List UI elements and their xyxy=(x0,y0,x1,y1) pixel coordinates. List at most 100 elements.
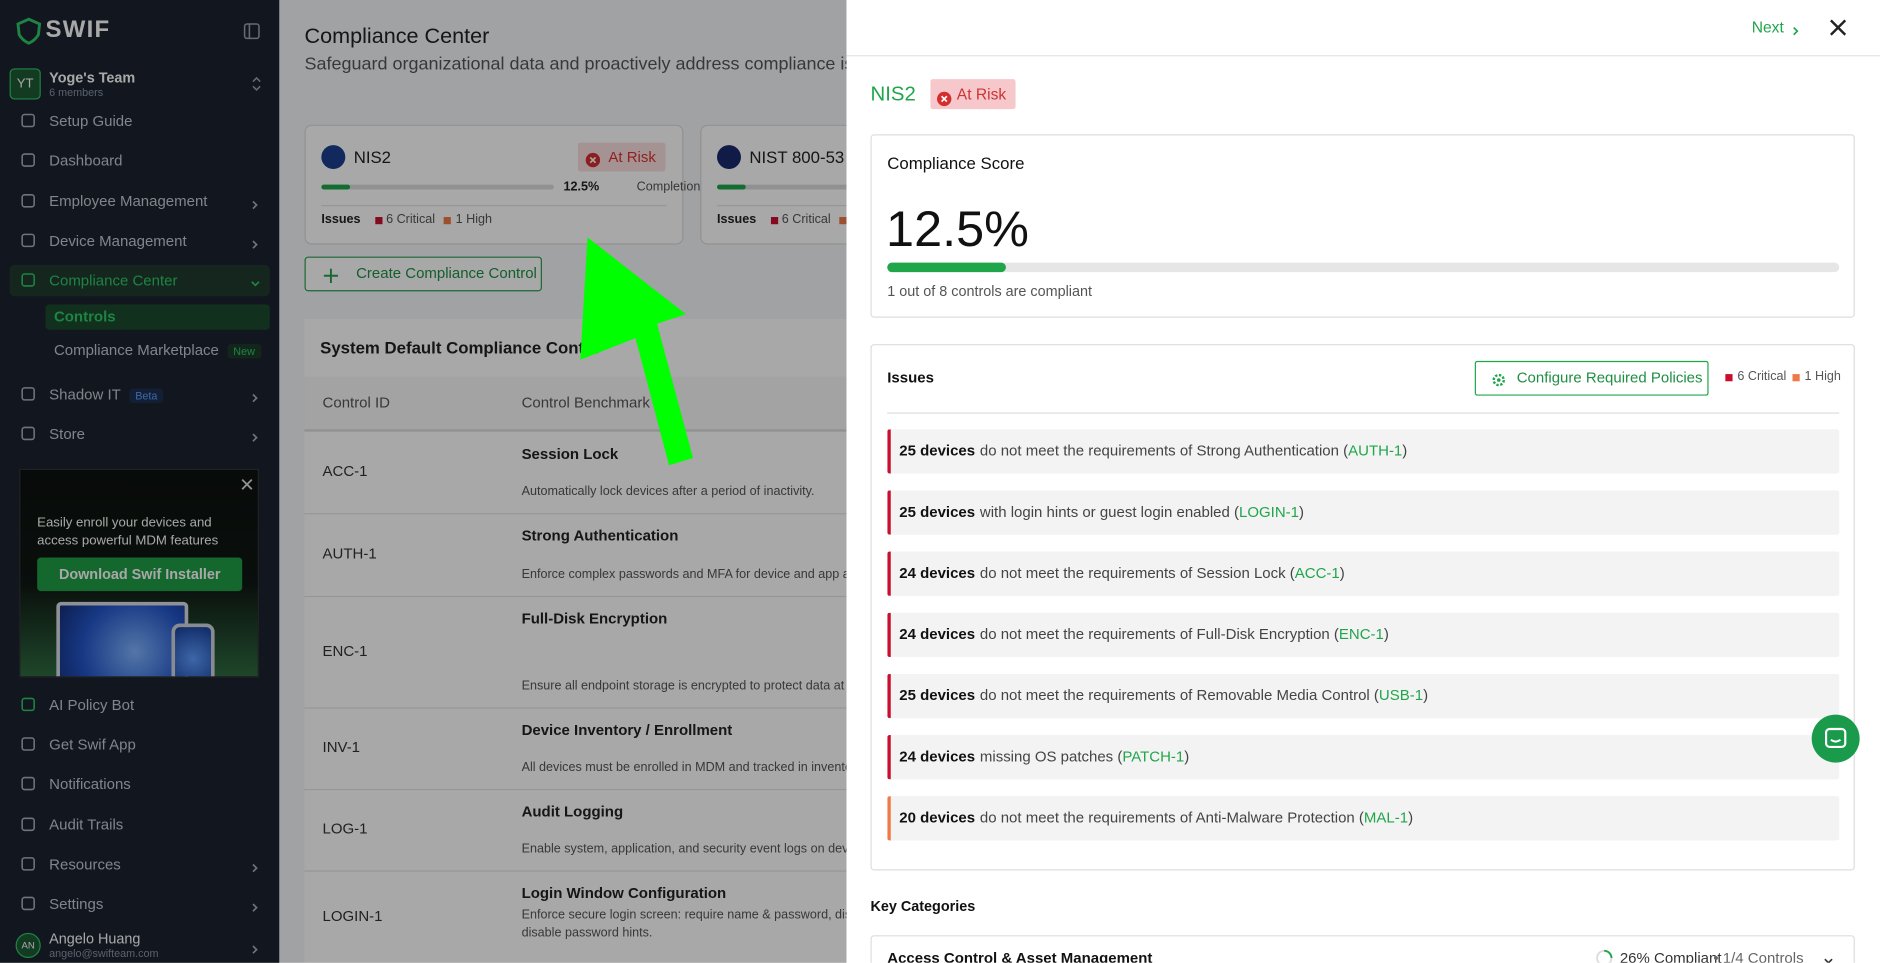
nav-item[interactable]: Compliance Center xyxy=(49,270,177,292)
control-id[interactable]: AUTH-1 xyxy=(322,544,377,562)
issue-code[interactable]: LOGIN-1 xyxy=(1238,503,1299,521)
table-header xyxy=(304,376,847,432)
status-icon-part xyxy=(590,156,597,164)
card-divider xyxy=(717,205,847,207)
issue-text: do not meet the requirements of Full-Dis… xyxy=(979,625,1339,643)
nav-item[interactable]: Settings xyxy=(49,895,104,913)
critical-dot xyxy=(770,217,779,225)
nav-item[interactable]: Controls xyxy=(54,306,116,328)
status-badge: At Risk xyxy=(930,79,1016,110)
categories-title: Key Categories xyxy=(870,898,976,915)
configure-button[interactable]: Configure Required Policies xyxy=(1474,360,1709,396)
nav-badge: Beta xyxy=(129,388,164,403)
chevron-part xyxy=(252,903,258,912)
panel-header-border xyxy=(846,55,1880,57)
next-button[interactable]: Next xyxy=(1751,17,1784,36)
category-row[interactable]: Access Control & Asset Management 26% Com… xyxy=(870,935,1855,963)
control-name[interactable]: Login Window Configuration xyxy=(521,884,727,902)
control-id[interactable]: LOGIN-1 xyxy=(322,907,383,924)
issues-divider xyxy=(887,412,1840,414)
nav-label: Setup Guide xyxy=(49,112,133,130)
issue-code[interactable]: USB-1 xyxy=(1378,687,1424,704)
issue-close: ) xyxy=(1339,564,1345,582)
chevron-part xyxy=(252,863,258,873)
nav-label: Dashboard xyxy=(49,152,123,170)
promo-button[interactable]: Download Swif Installer xyxy=(37,557,243,592)
nav-icon xyxy=(20,272,36,288)
issue-code[interactable]: ENC-1 xyxy=(1338,625,1384,643)
framework-title: NIS2 xyxy=(870,82,916,106)
control-name[interactable]: Audit Logging xyxy=(521,803,624,821)
nav-item[interactable]: Resources xyxy=(49,856,121,873)
score-note: 1 out of 8 controls are compliant xyxy=(887,282,1093,300)
issue-item[interactable]: 20 devices do not meet the requirements o… xyxy=(887,796,1840,841)
pointer-arrow-part xyxy=(580,237,694,466)
issue-count: 25 devices xyxy=(899,442,976,460)
nav-item[interactable]: Get Swif App xyxy=(49,736,136,753)
nav-item[interactable]: Audit Trails xyxy=(49,816,124,834)
promo-card: Easily enroll your devices and access po… xyxy=(19,468,259,678)
close-button[interactable] xyxy=(1830,19,1847,36)
nav-icon-part xyxy=(21,426,35,441)
nav-icon-part xyxy=(21,233,35,248)
chevron-part xyxy=(1793,26,1799,36)
issue-close: ) xyxy=(1408,809,1414,827)
control-id[interactable]: LOG-1 xyxy=(322,820,368,837)
control-id[interactable]: INV-1 xyxy=(322,738,361,756)
nav-item[interactable]: Employee Management xyxy=(49,191,207,213)
controls-table: System Default Compliance Contro Control … xyxy=(304,318,847,963)
nav-icon xyxy=(20,817,36,833)
chevron xyxy=(249,195,261,210)
control-id[interactable]: ENC-1 xyxy=(322,642,368,659)
status-icon-part xyxy=(586,152,601,168)
issue-code[interactable]: PATCH-1 xyxy=(1122,748,1185,765)
issue-item[interactable]: 24 devices do not meet the requirements o… xyxy=(887,612,1840,658)
nav-item[interactable]: Shadow IT Beta xyxy=(49,384,164,407)
control-name[interactable]: Device Inventory / Enrollment xyxy=(521,721,733,739)
control-name[interactable]: Strong Authentication xyxy=(521,527,679,545)
control-id[interactable]: ACC-1 xyxy=(322,462,368,480)
logo-icon-part xyxy=(16,17,42,45)
framework-logo xyxy=(321,145,346,170)
issue-code[interactable]: AUTH-1 xyxy=(1348,442,1403,460)
score-card: Compliance Score 12.5% 1 out of 8 controls… xyxy=(870,134,1855,318)
logo-icon-part xyxy=(16,17,42,45)
nav-item[interactable]: Notifications xyxy=(49,775,131,793)
control-desc: disable password hints. xyxy=(521,925,653,941)
issue-text: do not meet the requirements of Session … xyxy=(979,564,1295,582)
nav-item[interactable]: AI Policy Bot xyxy=(49,696,135,714)
framework-card[interactable]: NIS2 At Risk 12.5% Completion Issues 6 Critic… xyxy=(304,124,700,245)
chevron-part xyxy=(252,903,258,912)
control-name[interactable]: Full-Disk Encryption xyxy=(521,610,668,628)
issue-item[interactable]: 25 devices do not meet the requirements o… xyxy=(887,429,1840,474)
framework-card[interactable]: NIST 800-53 Issues 6 Critical xyxy=(700,124,847,245)
nav-item[interactable]: Dashboard xyxy=(49,150,122,172)
nav-active-bg xyxy=(9,264,270,297)
issue-count: 24 devices xyxy=(899,564,976,582)
nav-icon-part xyxy=(21,194,35,208)
control-desc: Enable system, application, and security… xyxy=(521,841,847,857)
nav-icon-part xyxy=(21,153,35,167)
chevron xyxy=(249,388,261,403)
issue-item[interactable]: 25 devices with login hints or guest logi… xyxy=(887,490,1840,535)
nav-item[interactable]: Store xyxy=(49,423,85,445)
nav-icon xyxy=(20,113,36,129)
issue-item[interactable]: 25 devices do not meet the requirements o… xyxy=(887,673,1840,719)
nav-item[interactable]: Device Management xyxy=(49,230,186,252)
issue-close: ) xyxy=(1298,503,1304,521)
nav-item[interactable]: Setup Guide xyxy=(49,110,132,132)
control-name[interactable]: Session Lock xyxy=(521,446,619,463)
nav-icon-part xyxy=(21,113,35,128)
high-count: 1 High xyxy=(455,212,493,227)
nav-icon-part xyxy=(21,737,35,751)
nav-item[interactable]: Compliance Marketplace New xyxy=(54,339,261,362)
chat-button[interactable] xyxy=(1811,714,1860,763)
card-divider xyxy=(321,205,667,207)
issue-code[interactable]: ACC-1 xyxy=(1294,564,1340,582)
high-count: 1 High xyxy=(1804,369,1841,384)
create-button[interactable]: Create Compliance Control xyxy=(304,256,542,292)
issue-code[interactable]: MAL-1 xyxy=(1363,809,1409,827)
category-compliance: 26% Compliant xyxy=(1619,949,1722,963)
issue-item[interactable]: 24 devices do not meet the requirements o… xyxy=(887,551,1840,596)
issue-item[interactable]: 24 devices missing OS patches (PATCH-1) xyxy=(887,734,1840,780)
